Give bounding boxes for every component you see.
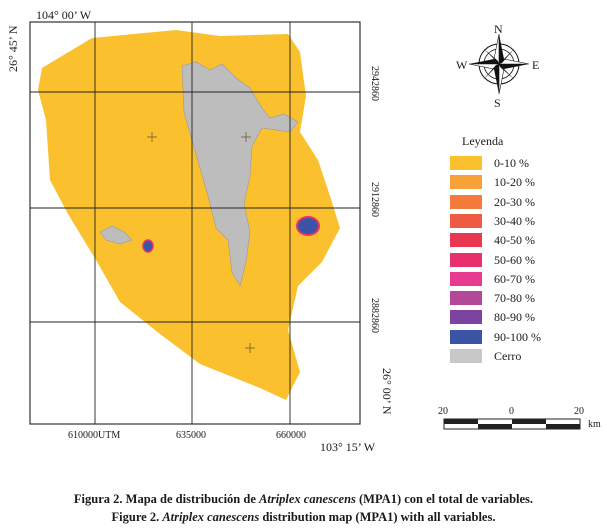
legend-swatch <box>450 252 482 267</box>
caption-en: Figure 2. Atriplex canescens distributio… <box>111 510 496 524</box>
cerro-area <box>181 61 299 287</box>
coord-bottom-3: 660000 <box>276 430 306 441</box>
compass-n: N <box>494 22 503 36</box>
legend-swatch <box>450 310 482 325</box>
legend-swatch <box>450 291 482 306</box>
coord-bottom-2: 635000 <box>176 430 206 441</box>
legend-label: 80-90 % <box>494 310 535 325</box>
legend-label: 50-60 % <box>494 252 535 267</box>
cerro-small <box>99 225 133 245</box>
legend-swatch <box>450 349 482 363</box>
scale-bar <box>443 418 581 430</box>
legend-swatch <box>450 175 482 190</box>
legend-swatch <box>450 213 482 228</box>
legend-label: 40-50 % <box>494 233 535 248</box>
compass-icon <box>468 33 530 95</box>
legend-label: 10-20 % <box>494 175 535 190</box>
coord-right-1: 2942860 <box>369 66 380 101</box>
compass-s: S <box>494 96 501 110</box>
legend-swatch <box>450 156 482 170</box>
patch-east <box>296 216 320 236</box>
legend-label: Cerro <box>494 349 522 363</box>
legend-label: 20-30 % <box>494 194 535 209</box>
scale-mid: 0 <box>509 406 514 417</box>
legend-swatch <box>450 271 482 286</box>
legend-label: 90-100 % <box>494 329 541 344</box>
legend-label: 30-40 % <box>494 213 535 228</box>
coord-right-bottom: 26° 00’ N <box>380 368 394 415</box>
grid-crosses <box>147 132 255 353</box>
caption-es: Figura 2. Mapa de distribución de Atripl… <box>73 492 534 506</box>
legend-label: 60-70 % <box>494 271 535 286</box>
coord-right-3: 2882860 <box>369 298 380 333</box>
compass-e: E <box>532 58 540 72</box>
scale-unit: km <box>588 419 601 430</box>
patch-west <box>142 239 154 253</box>
coord-right-2: 2912860 <box>369 182 380 217</box>
legend-swatch <box>450 233 482 248</box>
legend-swatch <box>450 194 482 209</box>
coord-top-left: 104° 00’ W <box>36 8 92 22</box>
compass-w: W <box>456 58 468 72</box>
scale-right: 20 <box>574 406 584 417</box>
utm-grid <box>30 22 360 424</box>
legend-label: 70-80 % <box>494 291 535 306</box>
coord-bottom-1: 610000UTM <box>68 430 121 441</box>
legend-title: Leyenda <box>462 134 504 148</box>
legend-label: 0-10 % <box>494 156 529 170</box>
scale-left: 20 <box>438 406 448 417</box>
coord-bottom-right: 103° 15’ W <box>320 440 376 454</box>
legend-swatch <box>450 329 482 344</box>
coord-left-top: 26° 45’ N <box>6 25 20 72</box>
